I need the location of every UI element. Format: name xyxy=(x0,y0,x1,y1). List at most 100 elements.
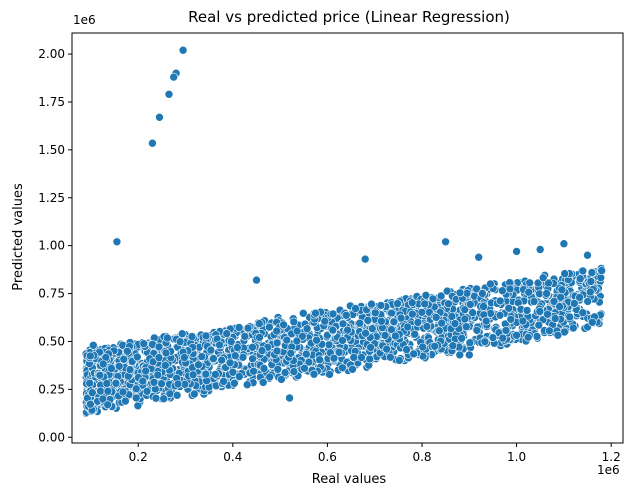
data-point xyxy=(578,308,588,318)
data-point xyxy=(282,335,292,345)
data-point xyxy=(161,361,170,370)
data-point xyxy=(173,379,183,389)
data-point xyxy=(448,341,458,351)
data-point xyxy=(95,370,105,380)
data-point xyxy=(553,330,563,340)
data-point xyxy=(597,266,607,275)
data-point xyxy=(402,345,411,354)
data-point xyxy=(380,331,390,340)
data-point xyxy=(211,370,220,379)
data-point xyxy=(442,286,452,296)
data-point xyxy=(377,316,386,326)
data-point xyxy=(465,338,475,348)
data-point xyxy=(149,377,159,387)
data-point xyxy=(542,289,551,298)
data-point xyxy=(123,346,132,356)
data-point xyxy=(286,348,296,358)
data-point xyxy=(190,389,199,399)
data-point xyxy=(512,330,521,340)
data-point xyxy=(575,293,584,302)
data-point xyxy=(155,113,164,122)
data-point xyxy=(465,300,475,309)
data-point xyxy=(421,290,431,300)
data-point xyxy=(180,353,189,362)
data-point xyxy=(228,367,238,377)
data-point xyxy=(157,379,166,389)
data-point xyxy=(413,318,423,327)
data-point xyxy=(111,378,121,388)
data-point xyxy=(118,387,128,397)
data-point xyxy=(559,239,569,248)
data-point xyxy=(506,314,516,324)
data-point xyxy=(258,378,268,387)
data-point xyxy=(125,365,135,374)
y-tick-label: 1.25 xyxy=(38,191,65,205)
data-point xyxy=(133,401,143,411)
data-point xyxy=(298,308,308,318)
data-point xyxy=(555,302,564,311)
data-point xyxy=(96,386,105,396)
data-point xyxy=(524,287,534,297)
x-tick-label: 1.0 xyxy=(507,450,526,464)
data-point xyxy=(297,331,307,341)
data-point xyxy=(505,284,515,294)
data-point xyxy=(407,298,417,308)
data-point xyxy=(420,299,430,309)
x-tick-label: 0.6 xyxy=(318,450,337,464)
data-point xyxy=(272,338,282,348)
data-point xyxy=(501,326,511,335)
data-point xyxy=(328,325,338,335)
data-point xyxy=(88,388,97,398)
data-point xyxy=(495,296,505,306)
data-point xyxy=(430,341,440,351)
data-point xyxy=(148,138,157,148)
y-tick-label: 0.25 xyxy=(38,382,65,396)
data-point xyxy=(187,332,197,341)
data-point xyxy=(341,310,351,320)
data-point xyxy=(387,325,396,334)
data-point xyxy=(391,331,400,341)
data-point xyxy=(338,336,347,345)
x-offset-label: 1e6 xyxy=(597,463,620,477)
data-point xyxy=(385,352,395,362)
data-point xyxy=(194,360,203,370)
data-point xyxy=(343,325,352,335)
data-point xyxy=(361,328,370,338)
data-point xyxy=(242,380,252,390)
data-point xyxy=(248,354,257,364)
data-point xyxy=(309,369,319,379)
data-point xyxy=(447,312,457,321)
data-point xyxy=(538,273,548,283)
data-point xyxy=(585,287,595,297)
data-point xyxy=(257,346,267,355)
data-point xyxy=(226,337,236,346)
data-point xyxy=(367,299,376,309)
data-point xyxy=(138,376,148,386)
data-point xyxy=(324,340,334,350)
data-point xyxy=(472,284,481,294)
data-point xyxy=(285,393,294,403)
data-point xyxy=(376,301,386,310)
data-point xyxy=(382,344,392,354)
data-point xyxy=(103,400,112,410)
data-point xyxy=(417,307,427,317)
data-point xyxy=(169,72,178,82)
data-point xyxy=(351,304,360,313)
data-point xyxy=(365,354,375,364)
data-point xyxy=(370,308,380,318)
data-point xyxy=(197,352,207,361)
data-point xyxy=(523,332,533,342)
data-point xyxy=(535,289,544,299)
data-point xyxy=(431,313,441,322)
data-point xyxy=(410,329,420,339)
data-point xyxy=(85,378,94,388)
data-point xyxy=(488,333,498,342)
data-point xyxy=(302,324,312,334)
data-point xyxy=(292,336,302,346)
data-point xyxy=(560,269,570,278)
data-point xyxy=(360,254,370,264)
data-point xyxy=(533,278,543,288)
data-point xyxy=(98,394,108,404)
data-point xyxy=(172,390,182,400)
x-tick-label: 0.8 xyxy=(412,450,431,464)
